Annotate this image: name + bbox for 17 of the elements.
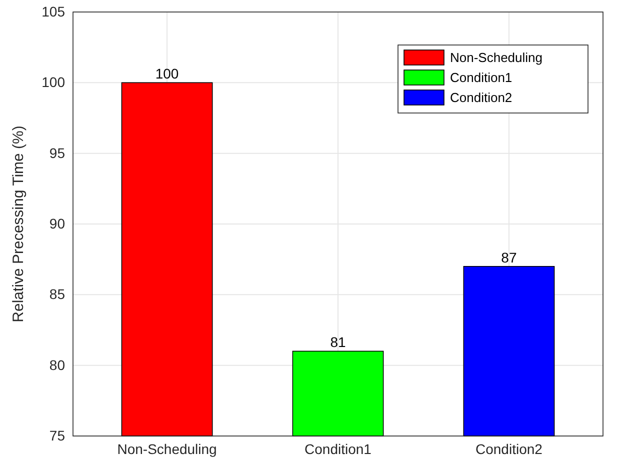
y-tick-label: 90 <box>49 215 66 232</box>
legend-label: Condition1 <box>450 70 512 85</box>
y-tick-label: 105 <box>42 3 66 20</box>
x-tick-label: Non-Scheduling <box>117 440 217 457</box>
data-label: 81 <box>330 334 346 350</box>
data-label: 87 <box>501 249 517 266</box>
y-tick-label: 85 <box>49 286 66 302</box>
y-tick-label: 100 <box>42 74 66 90</box>
data-label: 100 <box>155 66 179 82</box>
y-axis-title: Relative Precessing Time (%) <box>10 126 27 322</box>
x-tick-label: Condition2 <box>476 440 543 457</box>
y-tick-label: 95 <box>49 144 66 161</box>
y-tick-label: 75 <box>49 427 66 444</box>
y-tick-label: 80 <box>49 356 66 373</box>
legend-label: Non-Scheduling <box>450 50 543 65</box>
x-tick-label: Condition1 <box>304 440 372 457</box>
legend-label: Condition2 <box>450 90 512 105</box>
